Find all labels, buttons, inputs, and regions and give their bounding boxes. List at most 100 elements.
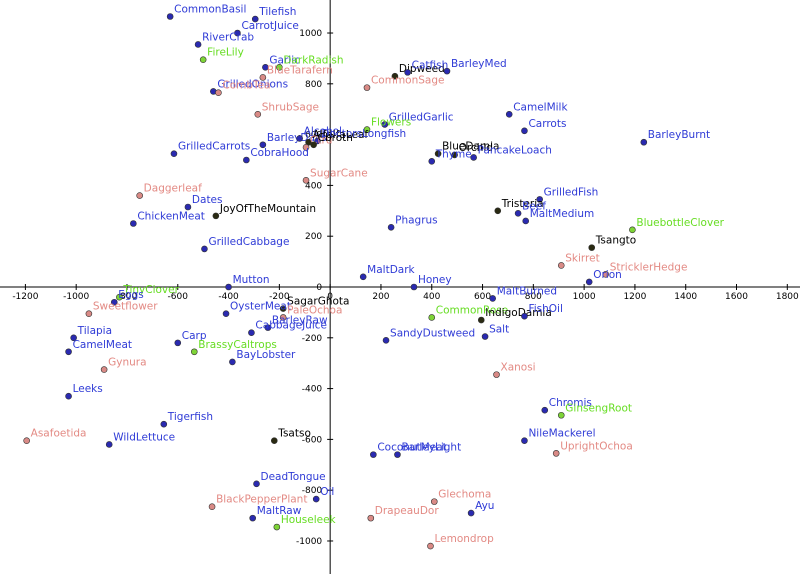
data-point[interactable] [201, 245, 208, 253]
data-point[interactable] [302, 144, 310, 151]
data-point[interactable] [208, 503, 216, 510]
data-point[interactable] [489, 295, 496, 302]
data-point[interactable] [428, 157, 436, 165]
data-point[interactable] [212, 212, 220, 220]
data-point[interactable] [382, 337, 390, 344]
data-point[interactable] [391, 72, 399, 80]
data-point[interactable] [629, 226, 636, 234]
data-point[interactable] [588, 244, 596, 251]
x-tick-label: 1800 [776, 292, 799, 302]
data-point[interactable] [170, 150, 178, 157]
data-point-label: CombTea [222, 80, 270, 92]
data-point[interactable] [65, 392, 72, 400]
data-point[interactable] [467, 509, 475, 517]
data-point[interactable] [100, 366, 108, 373]
data-point[interactable] [428, 314, 436, 321]
data-point[interactable] [434, 150, 442, 157]
data-point[interactable] [254, 110, 262, 118]
data-point[interactable] [262, 64, 269, 71]
data-point-label: ShrubSage [262, 101, 319, 113]
data-point[interactable] [225, 283, 232, 291]
data-point[interactable] [65, 348, 72, 356]
data-point[interactable] [130, 220, 137, 227]
data-point[interactable] [514, 210, 522, 217]
data-point[interactable] [521, 437, 528, 444]
data-point-label: JoyOfTheMountain [219, 203, 316, 215]
data-point[interactable] [312, 495, 320, 503]
data-point[interactable] [363, 126, 371, 133]
data-point[interactable] [367, 514, 375, 522]
data-point[interactable] [279, 314, 287, 321]
data-point[interactable] [552, 450, 560, 457]
data-point[interactable] [270, 437, 278, 444]
data-point[interactable] [427, 542, 434, 550]
data-point[interactable] [370, 451, 377, 458]
data-point[interactable] [234, 29, 241, 37]
data-point[interactable] [443, 67, 451, 75]
data-point[interactable] [190, 348, 198, 356]
data-point-label: CobraHood [250, 147, 309, 159]
data-point[interactable] [174, 339, 182, 347]
data-point[interactable] [166, 13, 174, 20]
data-point[interactable] [359, 273, 367, 281]
data-point[interactable] [160, 420, 168, 428]
data-point-label: Eggs [118, 289, 143, 301]
data-point[interactable] [381, 121, 389, 128]
data-point[interactable] [23, 437, 30, 444]
data-point[interactable] [116, 293, 123, 301]
data-point[interactable] [194, 41, 202, 48]
data-point[interactable] [248, 329, 255, 337]
data-point[interactable] [215, 89, 222, 97]
data-point[interactable] [585, 278, 593, 286]
data-point-label: Beef [522, 200, 546, 212]
data-point[interactable] [296, 135, 303, 142]
data-point[interactable] [557, 262, 565, 269]
data-point[interactable] [387, 224, 395, 231]
data-point[interactable] [253, 480, 260, 488]
data-point[interactable] [521, 312, 528, 320]
data-point[interactable] [70, 334, 77, 342]
data-point[interactable] [264, 324, 272, 331]
data-point[interactable] [522, 217, 530, 225]
data-point[interactable] [394, 451, 401, 458]
data-point[interactable] [279, 305, 287, 312]
data-point[interactable] [451, 151, 458, 159]
data-point[interactable] [249, 514, 256, 522]
data-point[interactable] [410, 283, 418, 291]
data-point[interactable] [363, 84, 371, 91]
data-point[interactable] [259, 141, 267, 149]
data-point[interactable] [536, 196, 543, 203]
data-point[interactable] [404, 69, 411, 76]
data-point[interactable] [602, 271, 610, 278]
data-point[interactable] [481, 333, 489, 340]
data-point[interactable] [222, 310, 230, 317]
data-point[interactable] [505, 110, 513, 118]
data-point[interactable] [494, 207, 502, 215]
data-point-label: CabbageJuice [255, 320, 327, 332]
data-point[interactable] [276, 64, 283, 71]
data-point[interactable] [493, 371, 500, 378]
data-point-label: CoconutMeat [377, 442, 446, 454]
data-point[interactable] [273, 523, 281, 531]
data-point[interactable] [184, 203, 192, 211]
data-point[interactable] [85, 310, 93, 317]
data-point[interactable] [640, 138, 648, 146]
data-point[interactable] [430, 498, 438, 505]
data-point[interactable] [243, 156, 250, 164]
data-point[interactable] [541, 406, 549, 414]
data-point[interactable] [259, 74, 267, 81]
data-point[interactable] [251, 15, 259, 23]
data-point[interactable] [110, 298, 118, 306]
data-point[interactable] [521, 127, 528, 135]
data-point[interactable] [310, 141, 317, 149]
data-point[interactable] [136, 192, 143, 199]
data-point[interactable] [470, 154, 477, 161]
data-point-label: Dates [192, 194, 223, 206]
data-point[interactable] [105, 441, 113, 448]
data-point[interactable] [557, 411, 565, 419]
data-point[interactable] [229, 358, 236, 366]
data-point[interactable] [302, 177, 310, 184]
data-point-label: CommonBasil [174, 4, 246, 16]
data-point[interactable] [199, 56, 207, 63]
data-point[interactable] [477, 316, 485, 324]
